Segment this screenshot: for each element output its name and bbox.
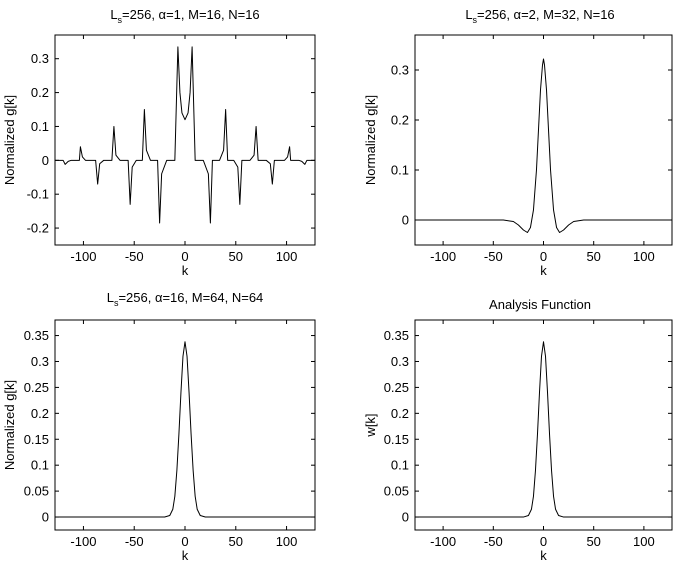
y-tick-label: 0: [402, 213, 409, 228]
panel-1: Ls=256, α=1, M=16, N=16 -100 -50 0 50 100 -0.…: [2, 7, 316, 278]
y-axis-label: Normalized g[k]: [2, 95, 17, 185]
x-tick-label: 100: [633, 534, 655, 549]
panel-2: Ls=256, α=2, M=32, N=16 -100 -50 0 50 100 0 0.…: [363, 7, 673, 278]
x-axis-label: k: [540, 548, 547, 563]
panel-1-series-line: [55, 46, 315, 224]
y-tick-label: 0.1: [31, 458, 49, 473]
panel-1-title: Ls=256, α=1, M=16, N=16: [110, 7, 259, 25]
x-tick-label: 100: [276, 249, 298, 264]
panel-3: Ls=256, α=16, M=64, N=64 -100 -50 0 50 100 0 0…: [2, 290, 316, 563]
x-tick-label: -100: [430, 534, 456, 549]
y-tick-label: 0.3: [391, 63, 409, 78]
y-tick-label: 0.15: [384, 432, 409, 447]
x-axis-label: k: [182, 263, 189, 278]
panel-4-axes-box: [414, 319, 673, 531]
y-tick-label: 0.25: [384, 380, 409, 395]
x-tick-label: 0: [181, 534, 188, 549]
y-tick-label: 0.15: [24, 432, 49, 447]
y-tick-label: 0: [402, 510, 409, 525]
x-tick-label: 0: [540, 534, 547, 549]
panel-2-axes-box: [414, 34, 673, 246]
x-tick-label: -100: [70, 534, 96, 549]
x-axis-label: k: [540, 263, 547, 278]
y-tick-label: 0.1: [391, 163, 409, 178]
x-tick-label: 50: [229, 534, 243, 549]
y-tick-label: 0.3: [31, 354, 49, 369]
x-tick-label: 100: [276, 534, 298, 549]
y-tick-label: 0.1: [391, 458, 409, 473]
panel-4-title: Analysis Function: [489, 297, 591, 312]
y-tick-label: 0.2: [391, 406, 409, 421]
x-tick-label: -50: [125, 249, 144, 264]
x-tick-label: -100: [430, 249, 456, 264]
y-tick-label: 0.1: [31, 119, 49, 134]
panel-4: Analysis Function -100 -50 0 50 100 0 0.05 0.1 0…: [363, 297, 673, 563]
y-axis-label: w[k]: [363, 413, 378, 437]
y-tick-label: 0.05: [384, 484, 409, 499]
panel-1-axes-box: [54, 34, 316, 246]
y-tick-label: 0.35: [384, 328, 409, 343]
y-axis-label: Normalized g[k]: [2, 380, 17, 470]
y-tick-label: 0.25: [24, 380, 49, 395]
x-tick-label: -100: [70, 249, 96, 264]
x-tick-label: 50: [229, 249, 243, 264]
panel-3-title: Ls=256, α=16, M=64, N=64: [107, 290, 264, 308]
panel-3-series-line: [55, 341, 315, 518]
y-tick-label: 0.2: [31, 85, 49, 100]
y-tick-label: -0.1: [27, 187, 49, 202]
y-tick-label: 0.3: [31, 51, 49, 66]
y-axis-label: Normalized g[k]: [363, 95, 378, 185]
panel-2-series-line: [415, 58, 672, 233]
x-tick-label: -50: [484, 249, 503, 264]
y-tick-label: 0: [42, 510, 49, 525]
x-tick-label: 50: [586, 534, 600, 549]
y-tick-label: 0.2: [31, 406, 49, 421]
x-tick-label: -50: [484, 534, 503, 549]
x-tick-label: 100: [633, 249, 655, 264]
y-tick-label: 0.2: [391, 113, 409, 128]
panel-2-title: Ls=256, α=2, M=32, N=16: [465, 7, 614, 25]
x-tick-label: -50: [125, 534, 144, 549]
panel-4-series-line: [415, 341, 672, 518]
y-tick-label: 0.35: [24, 328, 49, 343]
x-tick-label: 0: [181, 249, 188, 264]
panel-3-axes-box: [54, 319, 316, 531]
y-tick-label: 0.05: [24, 484, 49, 499]
x-axis-label: k: [182, 548, 189, 563]
x-tick-label: 50: [586, 249, 600, 264]
y-tick-label: -0.2: [27, 221, 49, 236]
y-tick-label: 0: [42, 153, 49, 168]
x-tick-label: 0: [540, 249, 547, 264]
y-tick-label: 0.3: [391, 354, 409, 369]
